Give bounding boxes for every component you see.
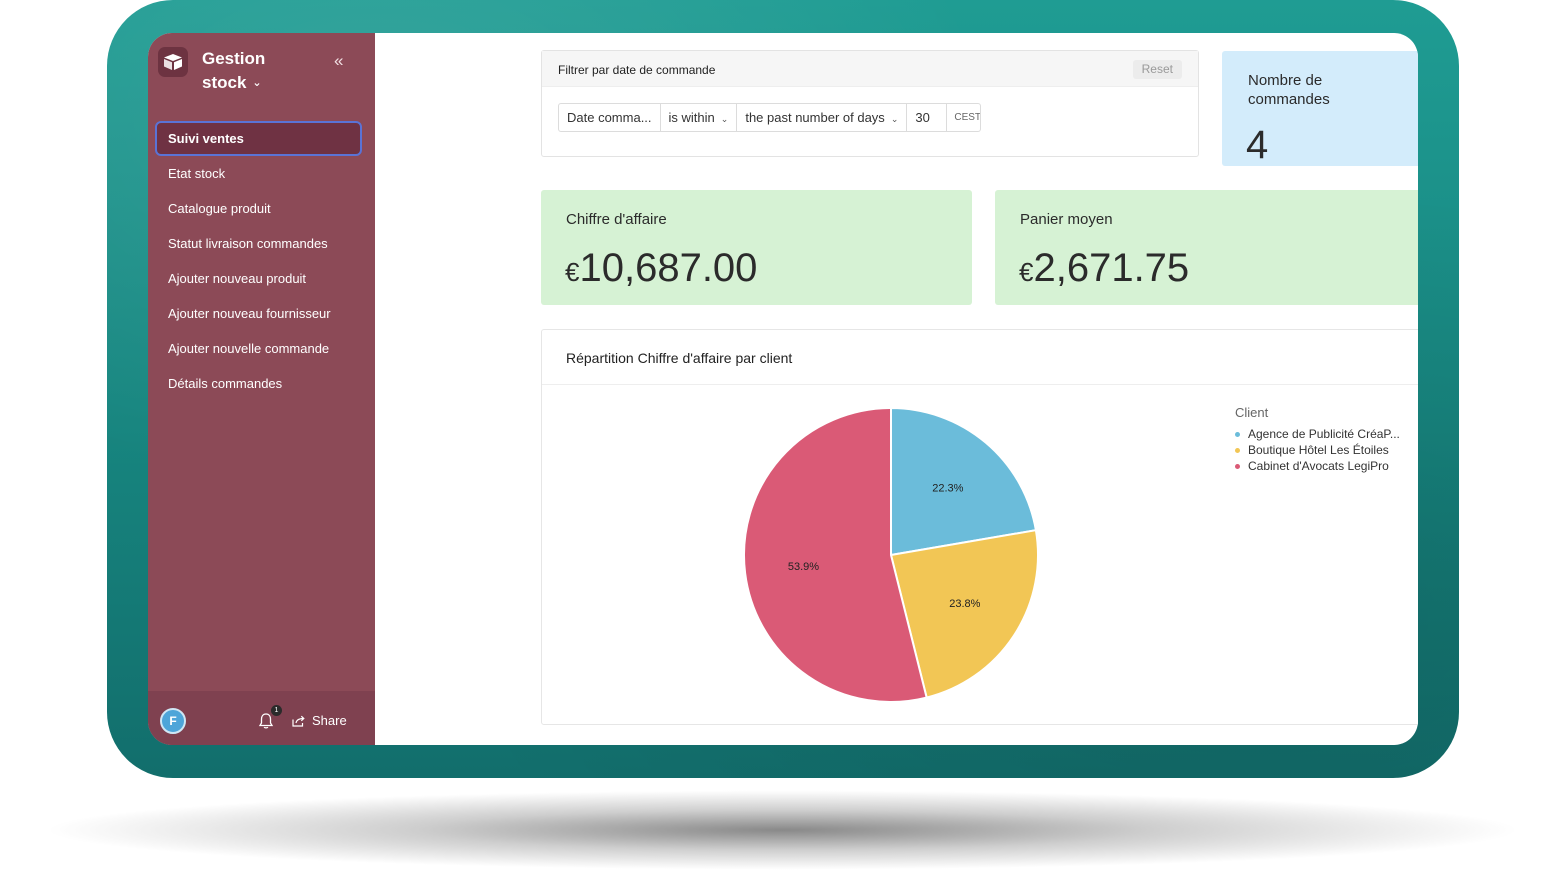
pie-slice-1[interactable] <box>889 529 1039 699</box>
kpi-basket-label: Panier moyen <box>1020 211 1113 228</box>
legend-label-1: Boutique Hôtel Les Étoiles <box>1248 443 1389 457</box>
kpi-orders-card: Nombre de commandes 4 <box>1222 51 1418 167</box>
sidebar-item-statut-livraison[interactable]: Statut livraison commandes <box>168 236 328 251</box>
sidebar-item-details-commandes[interactable]: Détails commandes <box>168 376 283 391</box>
pie-slice-2[interactable] <box>743 406 928 703</box>
kpi-orders-label: Nombre de commandes <box>1248 72 1330 108</box>
filter-header: Filtrer par date de commande Reset <box>542 51 1198 87</box>
legend-item-0[interactable]: Agence de Publicité CréaP... <box>1235 426 1400 442</box>
sidebar-item-catalogue-produit[interactable]: Catalogue produit <box>168 201 271 216</box>
share-label: Share <box>312 713 347 728</box>
kpi-basket-amount: 2,671.75 <box>1033 246 1190 290</box>
legend-swatch-2 <box>1235 463 1240 469</box>
sidebar: Gestion stock ⌄ « Suivi ventes Etat stock… <box>148 33 375 745</box>
sidebar-footer: F 1 Share <box>148 691 375 745</box>
sidebar-item-suivi-ventes[interactable]: Suivi ventes <box>155 121 362 156</box>
sidebar-item-ajouter-fournisseur[interactable]: Ajouter nouveau fournisseur <box>168 306 331 321</box>
kpi-revenue-amount: 10,687.00 <box>579 246 758 290</box>
app-logo-icon <box>158 47 188 77</box>
share-button[interactable]: Share <box>292 713 347 728</box>
chevron-down-icon: ⌄ <box>720 114 729 124</box>
filter-title: Filtrer par date de commande <box>558 63 716 77</box>
sidebar-item-ajouter-commande[interactable]: Ajouter nouvelle commande <box>168 341 330 356</box>
filter-days-input[interactable]: 30 <box>907 104 948 131</box>
currency-symbol: € <box>1019 257 1034 287</box>
filter-field-value: Date comma... <box>567 110 652 125</box>
chevron-down-icon: ⌄ <box>252 77 262 89</box>
pie-chart-card: Répartition Chiffre d'affaire par client… <box>541 329 1418 725</box>
app-title-line2: stock <box>202 73 247 92</box>
notification-badge: 1 <box>271 705 282 716</box>
legend-swatch-0 <box>1235 431 1240 437</box>
sidebar-nav: Suivi ventes Etat stock Catalogue produi… <box>155 121 362 401</box>
pie-slice-0[interactable] <box>890 406 1038 557</box>
pie-slice-label-1: 23.8% <box>949 598 980 610</box>
filter-operator-select[interactable]: is within ⌄ <box>661 104 738 131</box>
legend-title: Client <box>1235 405 1269 420</box>
chevron-down-icon: ⌄ <box>890 114 899 124</box>
kpi-revenue-label: Chiffre d'affaire <box>566 211 667 228</box>
kpi-orders-value: 4 <box>1246 123 1269 167</box>
chart-title: Répartition Chiffre d'affaire par client <box>566 350 793 366</box>
pie-slice-label-0: 22.3% <box>932 483 963 495</box>
legend-label-2: Cabinet d'Avocats LegiPro <box>1248 459 1389 473</box>
legend-item-2[interactable]: Cabinet d'Avocats LegiPro <box>1235 458 1400 474</box>
currency-symbol: € <box>565 257 580 287</box>
filter-range-select[interactable]: the past number of days ⌄ <box>737 104 908 131</box>
kpi-basket-card: Panier moyen €2,671.75 <box>995 190 1418 305</box>
bell-icon[interactable] <box>258 712 274 730</box>
filter-operator-value: is within <box>668 110 715 125</box>
filter-timezone: CEST <box>954 112 981 123</box>
legend-label-0: Agence de Publicité CréaP... <box>1248 427 1400 441</box>
device-shadow <box>40 790 1525 870</box>
kpi-revenue-card: Chiffre d'affaire €10,687.00 <box>541 190 972 305</box>
chart-legend: Client Agence de Publicité CréaP... Bouti… <box>1235 405 1400 474</box>
filter-field-select[interactable]: Date comma... <box>559 104 661 131</box>
legend-swatch-1 <box>1235 447 1240 453</box>
reset-button[interactable]: Reset <box>1132 60 1182 79</box>
pie-chart: 22.3% 23.8% 53.9% <box>743 406 1039 703</box>
app-title: Gestion stock ⌄ <box>202 47 312 97</box>
pie-slice-label-2: 53.9% <box>788 561 819 573</box>
filter-condition: Date comma... is within ⌄ the past number… <box>558 103 982 132</box>
date-filter-card: Filtrer par date de commande Reset Date … <box>541 50 1199 157</box>
legend-items: Agence de Publicité CréaP... Boutique Hôt… <box>1235 426 1400 474</box>
filter-range-value: the past number of days <box>745 110 885 125</box>
kpi-revenue-value: €10,687.00 <box>565 246 757 291</box>
sidebar-item-etat-stock[interactable]: Etat stock <box>168 166 226 181</box>
app-window: Gestion stock ⌄ « Suivi ventes Etat stock… <box>148 33 1418 745</box>
app-title-line1: Gestion <box>202 49 266 68</box>
sidebar-item-ajouter-produit[interactable]: Ajouter nouveau produit <box>168 271 307 286</box>
app-brand[interactable]: Gestion stock ⌄ <box>158 47 312 97</box>
chart-header: Répartition Chiffre d'affaire par client <box>542 330 1418 385</box>
share-icon <box>292 715 305 727</box>
collapse-sidebar-icon[interactable]: « <box>334 51 344 70</box>
legend-item-1[interactable]: Boutique Hôtel Les Étoiles <box>1235 442 1400 458</box>
kpi-basket-value: €2,671.75 <box>1019 246 1189 291</box>
avatar[interactable]: F <box>160 708 186 734</box>
